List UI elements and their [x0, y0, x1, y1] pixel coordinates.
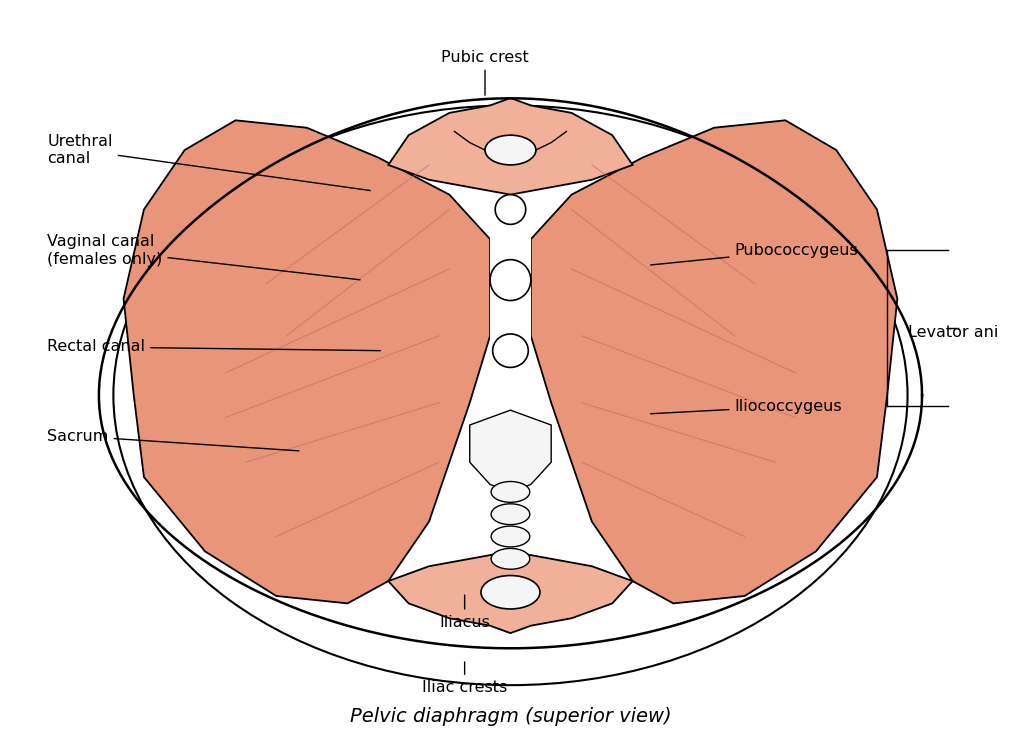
Polygon shape — [124, 120, 490, 604]
Ellipse shape — [492, 548, 529, 569]
Ellipse shape — [496, 195, 525, 225]
Text: Iliacus: Iliacus — [439, 595, 490, 630]
Ellipse shape — [485, 135, 536, 165]
Ellipse shape — [493, 334, 528, 368]
Text: Levator ani: Levator ani — [907, 325, 998, 339]
Ellipse shape — [490, 260, 530, 301]
Polygon shape — [470, 410, 551, 492]
Polygon shape — [530, 120, 897, 604]
Text: Sacrum: Sacrum — [47, 429, 299, 451]
Ellipse shape — [492, 526, 529, 547]
Polygon shape — [490, 225, 530, 536]
Text: Pubic crest: Pubic crest — [441, 49, 528, 95]
Polygon shape — [388, 551, 633, 633]
Text: Urethral
canal: Urethral canal — [47, 134, 371, 190]
Text: Rectal canal: Rectal canal — [47, 339, 380, 354]
Text: Iliococcygeus: Iliococcygeus — [650, 399, 842, 414]
Text: Vaginal canal
(females only): Vaginal canal (females only) — [47, 234, 360, 280]
Ellipse shape — [114, 105, 907, 685]
Text: Pubococcygeus: Pubococcygeus — [650, 243, 858, 265]
Ellipse shape — [492, 504, 529, 524]
Text: Iliac crests: Iliac crests — [422, 662, 507, 695]
Text: Pelvic diaphragm (superior view): Pelvic diaphragm (superior view) — [349, 707, 672, 726]
Polygon shape — [388, 98, 633, 195]
Ellipse shape — [481, 575, 540, 609]
Ellipse shape — [492, 481, 529, 502]
